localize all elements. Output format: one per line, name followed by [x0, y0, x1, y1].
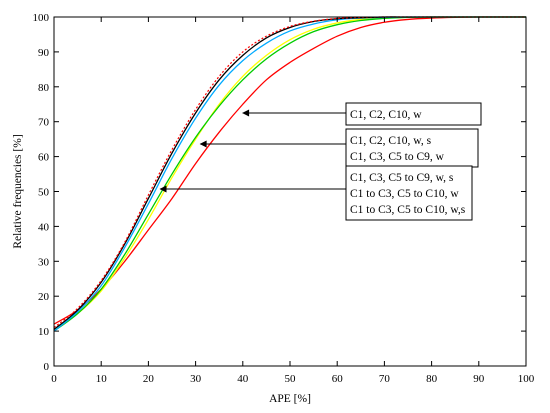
x-tick-label: 70 — [379, 373, 391, 385]
x-tick-label: 20 — [143, 373, 155, 385]
y-tick-label: 50 — [38, 187, 50, 199]
x-tick-label: 40 — [237, 373, 249, 385]
annotation-2: C1, C2, C10, w, s C1, C3, C5 to C9, w — [199, 128, 479, 168]
annotation-1: C1, C2, C10, w — [242, 102, 482, 126]
y-tick-label: 20 — [38, 291, 50, 303]
x-tick-label: 90 — [473, 373, 485, 385]
x-tick-label: 30 — [190, 373, 202, 385]
annotation-text: C1, C3, C5 to C9, w, s — [350, 172, 454, 184]
annotation-text: C1, C2, C10, w — [350, 109, 422, 121]
annotation-box — [345, 165, 473, 221]
annotation-text: C1, C3, C5 to C9, w — [350, 151, 445, 163]
annotation-3: C1, C3, C5 to C9, w, s C1 to C3, C5 to C1… — [159, 165, 473, 221]
y-tick-label: 0 — [44, 361, 50, 373]
y-tick-label: 10 — [38, 326, 50, 338]
x-tick-label: 80 — [426, 373, 438, 385]
annotation-layer: C1, C2, C10, w C1, C2, C10, w, s C1, C3, C… — [159, 102, 482, 221]
y-axis-title: Relative frequencies [%] — [12, 134, 24, 248]
y-tick-label: 40 — [38, 221, 50, 233]
y-tick-label: 60 — [38, 152, 50, 164]
annotation-text: C1, C2, C10, w, s — [350, 135, 432, 147]
annotation-text: C1 to C3, C5 to C10, w — [350, 188, 459, 200]
x-tick-label: 100 — [518, 373, 535, 385]
x-axis-title: APE [%] — [269, 393, 311, 405]
y-tick-label: 100 — [33, 12, 50, 24]
annotation-box — [345, 102, 482, 126]
y-tick-label: 70 — [38, 117, 50, 129]
annotation-text: C1 to C3, C5 to C10, w,s — [350, 204, 466, 216]
y-tick-label: 80 — [38, 82, 50, 94]
x-tick-label: 10 — [96, 373, 108, 385]
x-tick-label: 0 — [51, 373, 57, 385]
ticks-layer: 0 10 20 30 40 50 60 70 80 90 100 0 10 20 30 40 50 60 70 80 9… — [33, 12, 535, 385]
x-tick-label: 50 — [285, 373, 297, 385]
y-tick-label: 30 — [38, 256, 50, 268]
x-tick-label: 60 — [332, 373, 344, 385]
y-tick-label: 90 — [38, 47, 50, 59]
